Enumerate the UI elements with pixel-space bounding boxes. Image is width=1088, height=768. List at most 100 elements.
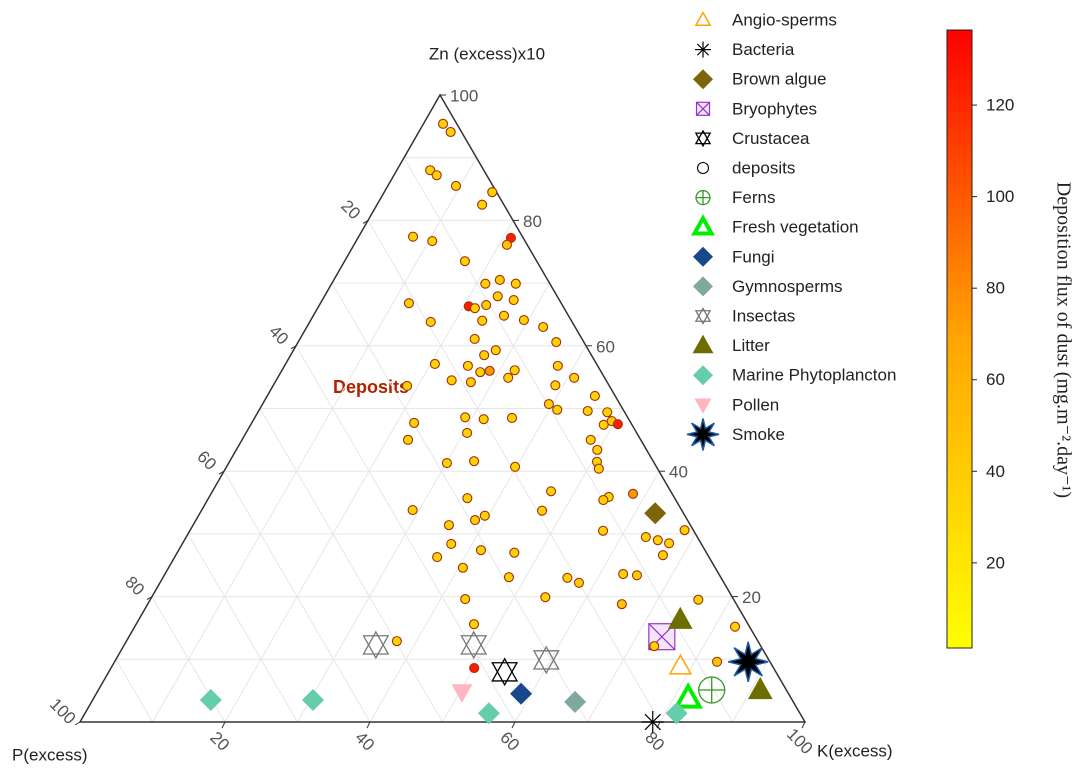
zn-tick-label: 40 [669,463,688,482]
grid-line [659,596,733,723]
legend-symbol [693,246,713,267]
marker-shape [425,316,436,328]
right-axis-title: K(excess) [817,741,893,760]
marker-shape [510,682,533,705]
legend-symbol [693,365,713,386]
marker-shape [469,303,480,314]
deposit-point [494,274,505,286]
legend-symbol [695,101,711,116]
p-tick [362,219,369,224]
marker-shape [459,256,471,267]
legend-label: Smoke [732,425,785,444]
deposit-point [612,419,623,430]
p-tick-label: 80 [121,572,148,599]
colorbar-tick-label: 40 [986,462,1005,481]
deposit-point [460,412,471,423]
marker-shape [451,684,473,703]
marker-shape [564,690,587,713]
deposit-point [627,488,639,499]
marker-shape [462,427,473,439]
deposit-point [649,641,660,652]
marker-shape [698,677,725,704]
k-tick [801,721,806,729]
deposit-point [711,656,723,667]
marker-shape [640,531,651,543]
marker-shape [540,592,551,603]
marker-shape [475,367,486,378]
legend-label: Marine Phytoplancton [732,366,896,385]
marker-shape [552,360,563,371]
legend-label: Bacteria [732,40,795,59]
marker-shape [518,315,529,326]
deposit-point [484,365,495,376]
deposit-point [460,594,471,605]
marker-shape [551,336,562,348]
species-point [665,702,688,725]
marker-shape [538,321,549,333]
deposit-point [657,550,669,561]
marker-shape [409,417,420,428]
marker-shape [478,414,489,425]
marker-shape [302,689,324,712]
deposit-point [506,412,518,423]
deposit-point [618,568,629,580]
legend-symbol [695,41,711,58]
deposit-point [477,315,488,326]
p-tick [290,345,297,350]
deposit-point [469,456,480,467]
marker-shape [729,621,741,632]
legend-symbol [692,334,714,354]
points [199,118,773,733]
marker-shape [437,118,449,129]
deposit-point [509,547,520,558]
deposit-point [402,434,414,445]
marker-shape [446,538,457,549]
marker-shape [582,405,593,417]
legend-symbol [691,214,715,236]
marker-shape [537,505,548,516]
marker-shape [696,43,710,56]
k-tick [511,721,516,729]
marker-shape [429,358,440,370]
legend-symbol [694,307,712,325]
deposit-point [407,505,418,516]
p-tick [218,470,225,475]
species-point [451,684,473,703]
deposit-point [437,118,449,129]
marker-shape [469,515,481,526]
deposit-point [402,380,413,391]
p-tick-label: 40 [265,322,292,349]
marker-shape [481,299,492,311]
marker-shape [585,434,596,445]
deposit-point [592,444,603,455]
marker-shape [694,310,712,325]
marker-shape [362,630,390,655]
colorbar-tick-label: 20 [986,553,1005,572]
legend-label: Insectas [732,306,795,325]
marker-shape [427,236,438,247]
deposit-point [469,303,480,314]
deposit-point [443,520,455,531]
marker-shape [475,545,487,556]
deposit-point [469,515,481,526]
legend-label: Gymnosperms [732,277,843,296]
k-tick-label: 20 [206,728,233,755]
legend-symbol [694,129,712,148]
marker-shape [462,360,473,371]
k-tick-label: 80 [641,728,668,755]
marker-shape [477,315,488,326]
marker-shape [694,129,712,145]
marker-shape [469,333,480,344]
marker-shape [446,375,457,386]
marker-shape [728,641,769,682]
marker-shape [402,434,414,445]
marker-shape [480,278,491,289]
deposit-point [589,390,600,402]
left-axis-title: P(excess) [12,745,88,764]
colorbar-tick-label: 100 [986,187,1014,206]
deposit-point [679,525,690,536]
legend-label: Ferns [732,188,775,207]
marker-shape [468,619,480,630]
species-point [698,676,726,704]
marker-shape [667,606,693,629]
